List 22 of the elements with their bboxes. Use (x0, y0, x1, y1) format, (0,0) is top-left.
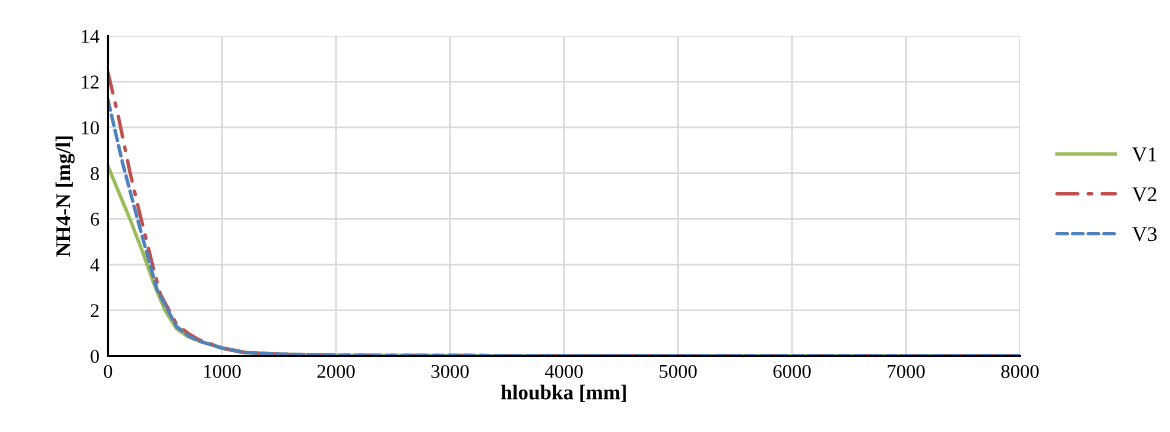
x-tick-label: 0 (103, 364, 113, 379)
x-tick-label: 2000 (317, 364, 355, 379)
x-tick-label: 4000 (544, 364, 583, 379)
legend-label: V3 (1132, 227, 1157, 242)
y-axis-title: NH4-N [mg/l] (55, 136, 75, 257)
y-tick-label: 2 (90, 304, 99, 318)
y-tick-label: 6 (90, 212, 100, 226)
y-tick-label: 14 (81, 29, 100, 43)
y-tick-label: 0 (90, 349, 99, 363)
y-tick-label: 4 (90, 258, 100, 272)
x-tick-label: 8000 (1001, 364, 1039, 379)
y-tick-label: 10 (81, 121, 99, 135)
x-tick-label: 6000 (773, 364, 811, 379)
x-tick-label: 5000 (659, 364, 697, 379)
legend-label: V2 (1132, 187, 1157, 202)
y-tick-label: 8 (90, 166, 99, 181)
x-axis-title: hloubka [mm] (501, 384, 626, 402)
legend-label: V1 (1132, 147, 1157, 162)
x-tick-label: 3000 (431, 364, 469, 379)
x-tick-label: 7000 (887, 364, 925, 379)
y-tick-label: 12 (81, 75, 99, 89)
x-tick-label: 1000 (204, 364, 241, 379)
